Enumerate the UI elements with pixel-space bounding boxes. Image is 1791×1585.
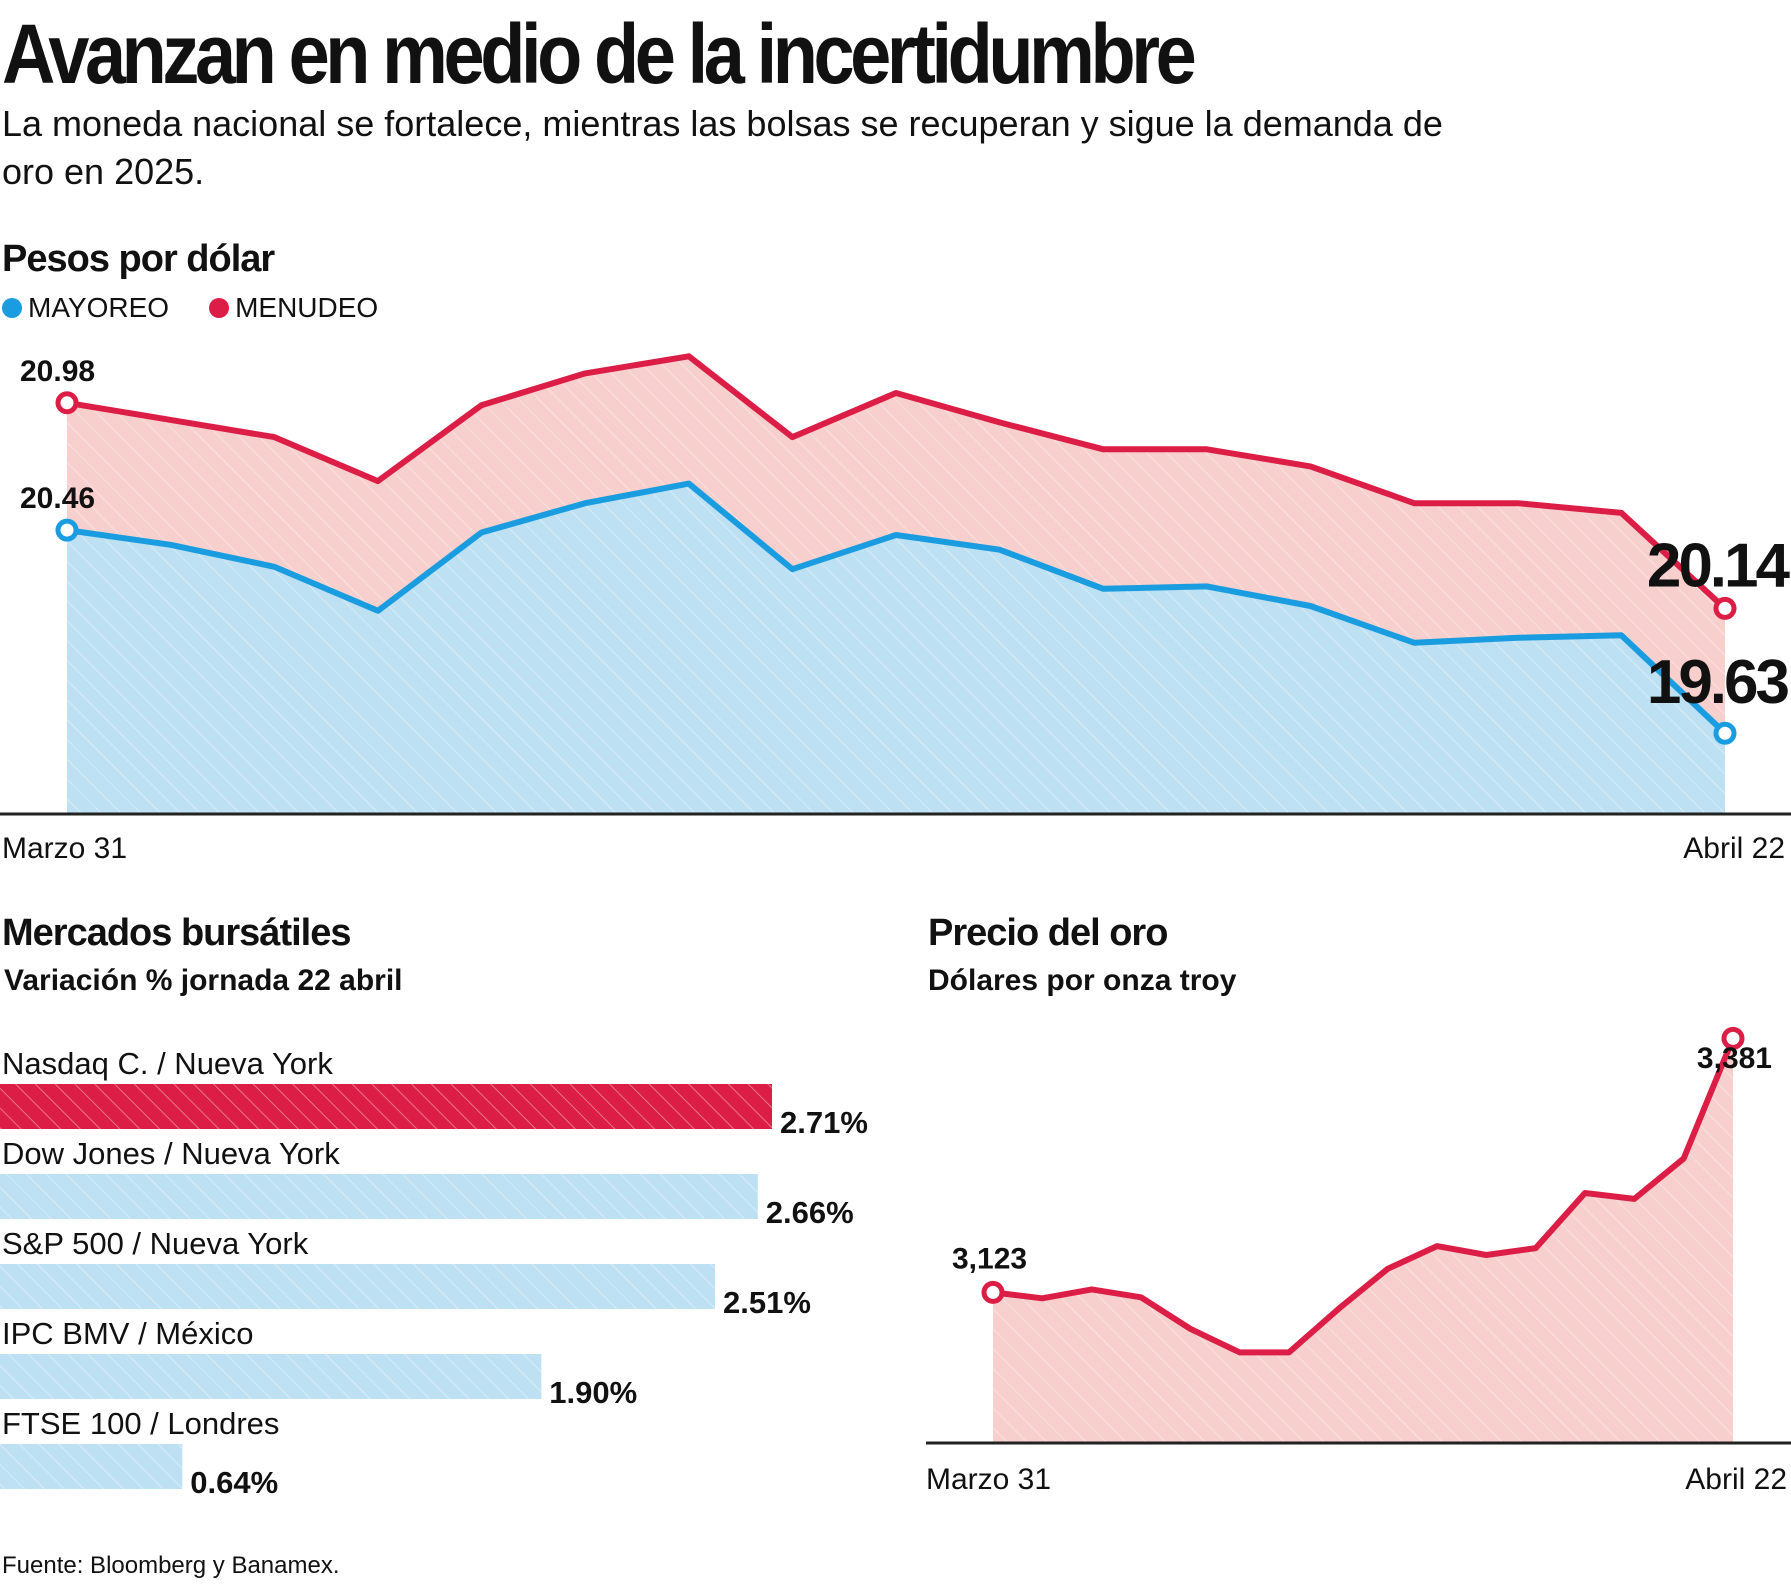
legend-item-menudeo: MENUDEO (209, 292, 378, 324)
bar-category-label: IPC BMV / México (2, 1316, 254, 1351)
gold-x-end-label: Abril 22 (1685, 1463, 1787, 1496)
gold-end-point (1721, 1026, 1745, 1050)
bar-value-label: 0.64% (190, 1465, 278, 1500)
mayoreo-dot-icon (2, 298, 22, 318)
menudeo-dot-icon (209, 298, 230, 318)
legend-label-menudeo: MENUDEO (235, 292, 379, 323)
gold-chart: 3,123 3,381 Marzo 31 Abril 22 (926, 1026, 1791, 1496)
stocks-chart-subtitle: Variación % jornada 22 abril (4, 964, 403, 997)
bar-category-label: FTSE 100 / Londres (2, 1406, 279, 1441)
menudeo-line (66, 353, 1728, 611)
fx-x-start-label: Marzo 31 (2, 832, 127, 865)
bar-value-label: 2.71% (780, 1105, 868, 1140)
bar-hatch (0, 1084, 772, 1129)
mayoreo-area-hatch (67, 483, 1725, 814)
legend-item-mayoreo: MAYOREO (2, 292, 169, 324)
bar-hatch (0, 1264, 715, 1309)
bar-hatch (0, 1174, 758, 1219)
stocks-chart: Nasdaq C. / Nueva York 2.71% Dow Jones / N… (0, 1046, 868, 1500)
fx-legend: MAYOREO MENUDEO (2, 292, 378, 324)
bar-category-label: Dow Jones / Nueva York (2, 1136, 340, 1171)
headline: Avanzan en medio de la incertidumbre (2, 7, 1197, 101)
bar-value-label: 1.90% (549, 1375, 637, 1410)
menudeo-start-point (55, 391, 79, 415)
bar-hatch (0, 1444, 183, 1489)
legend-label-mayoreo: MAYOREO (28, 292, 170, 323)
menudeo-end-point (1713, 596, 1737, 620)
subheadline: La moneda nacional se fortalece, mientra… (2, 103, 1443, 192)
gold-line (992, 1037, 1736, 1356)
menudeo-start-label: 20.98 (20, 355, 95, 388)
mayoreo-start-point (55, 518, 79, 542)
gold-chart-title: Precio del oro (928, 912, 1168, 954)
gold-area-hatch (993, 1038, 1733, 1443)
mayoreo-line (66, 480, 1728, 736)
gold-x-start-label: Marzo 31 (926, 1463, 1051, 1496)
menudeo-end-label: 20.14 (1647, 531, 1791, 600)
fx-chart-title: Pesos por dólar (2, 238, 275, 280)
fx-chart: 20.98 20.46 20.14 19.63 Marzo 31 Abril 22 (0, 353, 1791, 865)
gold-start-label: 3,123 (952, 1242, 1027, 1275)
gold-start-point (981, 1280, 1005, 1304)
mayoreo-start-label: 20.46 (20, 482, 95, 515)
bar-category-label: Nasdaq C. / Nueva York (2, 1046, 333, 1081)
bar-value-label: 2.51% (723, 1285, 811, 1320)
gold-chart-subtitle: Dólares por onza troy (928, 964, 1237, 997)
bar-hatch (0, 1354, 542, 1399)
fx-x-end-label: Abril 22 (1683, 832, 1785, 865)
mayoreo-end-label: 19.63 (1647, 648, 1789, 717)
mayoreo-end-point (1713, 721, 1737, 745)
gold-end-label: 3,381 (1697, 1042, 1772, 1075)
bar-category-label: S&P 500 / Nueva York (2, 1226, 309, 1261)
source-note: Fuente: Bloomberg y Banamex. (2, 1552, 340, 1579)
bar-value-label: 2.66% (766, 1195, 854, 1230)
stocks-chart-title: Mercados bursátiles (2, 912, 351, 954)
